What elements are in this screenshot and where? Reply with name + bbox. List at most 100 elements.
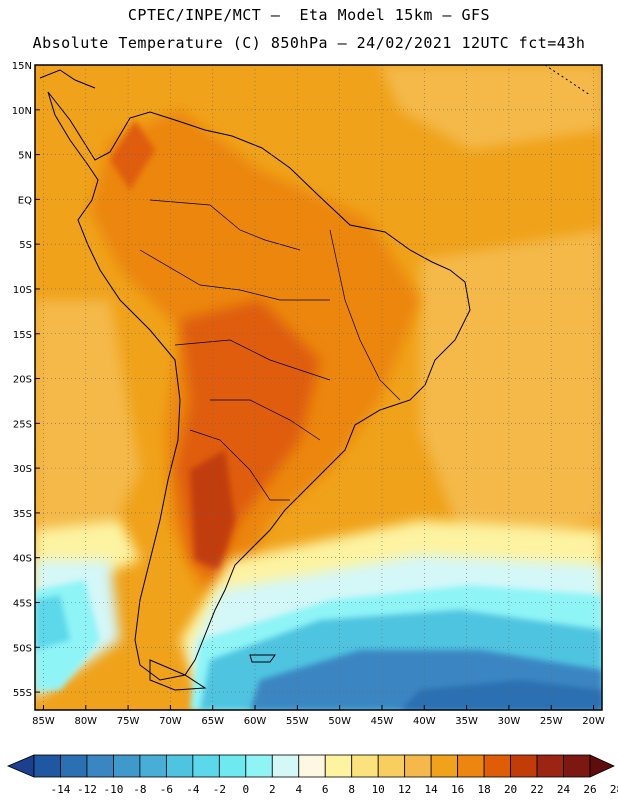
lat-label-10N: 10N — [12, 106, 32, 117]
lat-label-40S: 40S — [13, 554, 32, 565]
colorbar-box-11 — [324, 754, 353, 778]
colorbar-label--6: -6 — [160, 783, 173, 796]
colorbar-box-14 — [404, 754, 432, 778]
colorbar-box-2 — [86, 754, 114, 778]
lat-label-10S: 10S — [13, 285, 32, 296]
colorbar-box-0 — [33, 754, 61, 778]
colorbar-label-4: 4 — [295, 783, 302, 796]
colorbar-label-0: 0 — [242, 783, 249, 796]
lat-label-35S: 35S — [13, 509, 32, 520]
border-amazon — [139, 249, 330, 301]
colorbar-box-8 — [245, 754, 273, 778]
colorbar-box-16 — [457, 754, 485, 778]
colorbar-box-4 — [139, 754, 167, 778]
colorbar-label-12: 12 — [398, 783, 411, 796]
lon-label-80W: 80W — [74, 716, 97, 727]
colorbar-box-10 — [298, 754, 326, 778]
colorbar-label-28: 28 — [610, 783, 618, 796]
lat-label-5S: 5S — [19, 240, 32, 251]
colorbar-label--12: -12 — [77, 783, 97, 796]
colorbar-box-19 — [536, 754, 564, 778]
lat-label-50S: 50S — [13, 643, 32, 654]
border-north — [149, 199, 301, 251]
field-hotspot-colombia — [110, 120, 155, 190]
colorbar-box-7 — [218, 754, 247, 778]
lat-label-55S: 55S — [13, 688, 32, 699]
colorbar-labels: -14 -12 -10 -8 -6 -4 -2 0 2 4 6 8 10 12 14 16 18 20 22 24 26… — [51, 783, 618, 796]
lat-label-EQ: EQ — [18, 195, 32, 206]
colorbar-label-22: 22 — [530, 783, 543, 796]
colorbar-box-3 — [113, 754, 141, 778]
colorbar-label--10: -10 — [103, 783, 123, 796]
colorbar-box-12 — [351, 754, 379, 778]
lon-label-55W: 55W — [286, 716, 309, 727]
lat-label-15S: 15S — [13, 330, 32, 341]
field-atlantic-light — [420, 230, 602, 560]
colorbar-box-9 — [271, 754, 300, 778]
lat-axis-labels: 15N 10N 5N EQ 5S 10S 15S 20S 25S 30S 35S 40S 45S 50S 5… — [12, 61, 40, 699]
colorbar-label-2: 2 — [269, 783, 276, 796]
colorbar-label-8: 8 — [348, 783, 355, 796]
temperature-field — [35, 65, 602, 710]
colorbar — [6, 754, 615, 778]
border-bolivia — [174, 339, 331, 381]
coastline-falklands — [249, 654, 276, 663]
lat-label-15N: 15N — [12, 61, 32, 72]
colorbar-label-26: 26 — [583, 783, 596, 796]
lon-label-20W: 20W — [582, 716, 605, 727]
border-argentina — [189, 429, 290, 501]
colorbar-label-10: 10 — [372, 783, 385, 796]
lon-label-30W: 30W — [498, 716, 521, 727]
coastline-central-america — [39, 69, 96, 89]
colorbar-label-24: 24 — [557, 783, 571, 796]
colorbar-label--14: -14 — [51, 783, 71, 796]
coastline-tierra-del-fuego — [149, 659, 207, 691]
colorbar-label-18: 18 — [477, 783, 490, 796]
lon-axis-labels: 85W 80W 75W 70W 65W 60W 55W 50W 45W 40W 35W 30W 25W 2… — [32, 705, 605, 727]
lon-label-40W: 40W — [413, 716, 436, 727]
colorbar-label-20: 20 — [504, 783, 517, 796]
country-borders — [139, 199, 401, 501]
coastline-caribbean-islands — [544, 65, 591, 96]
colorbar-label-6: 6 — [322, 783, 329, 796]
lon-label-75W: 75W — [117, 716, 140, 727]
lat-label-5N: 5N — [18, 151, 32, 162]
lat-label-20S: 20S — [13, 375, 32, 386]
border-brazil-states — [329, 229, 401, 401]
colorbar-box-15 — [430, 754, 459, 778]
field-south-deep — [400, 680, 602, 710]
colorbar-label--2: -2 — [213, 783, 226, 796]
title-line-1: CPTEC/INPE/MCT – Eta Model 15km – GFS — [127, 6, 491, 24]
colorbar-low-arrow — [6, 754, 35, 778]
lon-label-70W: 70W — [159, 716, 182, 727]
coastline — [39, 65, 591, 691]
field-pacific-light — [35, 300, 140, 560]
lon-label-85W: 85W — [32, 716, 55, 727]
lon-label-45W: 45W — [371, 716, 394, 727]
title-line-2: Absolute Temperature (C) 850hPa – 24/02/… — [32, 34, 586, 52]
lat-label-45S: 45S — [13, 599, 32, 610]
lon-label-35W: 35W — [455, 716, 478, 727]
coastline-south-america — [47, 91, 471, 681]
lat-label-25S: 25S — [13, 419, 32, 430]
colorbar-box-6 — [192, 754, 220, 778]
colorbar-label--8: -8 — [133, 783, 146, 796]
lon-label-25W: 25W — [540, 716, 563, 727]
colorbar-box-5 — [165, 754, 194, 778]
colorbar-label--4: -4 — [186, 783, 200, 796]
colorbar-high-arrow — [589, 754, 615, 778]
lon-label-60W: 60W — [244, 716, 267, 727]
colorbar-label-16: 16 — [451, 783, 464, 796]
colorbar-box-18 — [510, 754, 538, 778]
colorbar-box-20 — [563, 754, 591, 778]
lon-label-65W: 65W — [201, 716, 224, 727]
colorbar-box-1 — [60, 754, 88, 778]
colorbar-label-14: 14 — [425, 783, 439, 796]
field-pacific-blue — [35, 595, 70, 650]
field-caribbean-light — [380, 65, 602, 150]
colorbar-box-13 — [377, 754, 406, 778]
border-paraguay — [210, 399, 321, 441]
colorbar-box-17 — [483, 754, 511, 778]
map-frame — [34, 64, 603, 711]
